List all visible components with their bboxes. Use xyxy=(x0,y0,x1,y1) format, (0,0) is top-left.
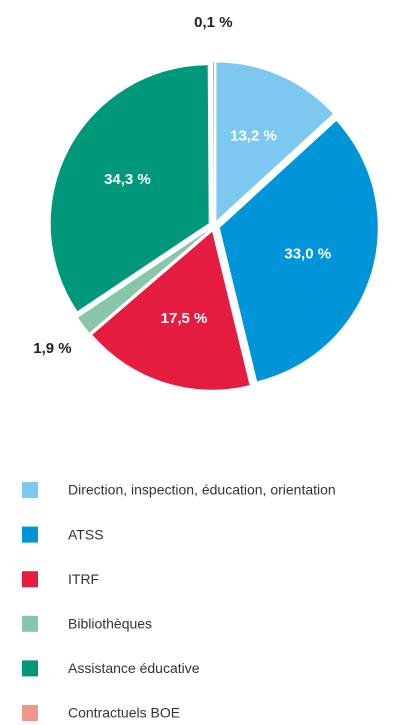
legend-swatch xyxy=(22,705,38,721)
legend-swatch xyxy=(22,526,38,543)
data-label: 33,0 % xyxy=(284,245,331,262)
legend-swatch xyxy=(22,571,38,588)
legend-swatch xyxy=(22,660,38,677)
data-label: 0,1 % xyxy=(194,14,232,31)
pie-slice xyxy=(92,231,250,390)
pie-slice xyxy=(216,62,333,221)
legend-label: Assistance éducative xyxy=(68,660,200,676)
legend-label: Direction, inspection, éducation, orient… xyxy=(68,482,336,498)
legend-label: ATSS xyxy=(68,526,104,542)
data-label: 13,2 % xyxy=(230,127,277,144)
pie-slice xyxy=(212,62,214,221)
legend-label: Bibliothèques xyxy=(68,616,152,632)
data-label: 34,3 % xyxy=(104,171,151,188)
legend-swatch xyxy=(22,615,38,632)
pie-slice xyxy=(50,65,209,312)
legend-label: ITRF xyxy=(68,571,99,587)
data-label: 1,9 % xyxy=(33,340,71,357)
data-label: 17,5 % xyxy=(161,310,208,327)
legend-swatch xyxy=(22,482,38,498)
pie-slice xyxy=(219,121,378,382)
legend-label: Contractuels BOE xyxy=(68,705,180,721)
pie-slice xyxy=(77,229,210,333)
